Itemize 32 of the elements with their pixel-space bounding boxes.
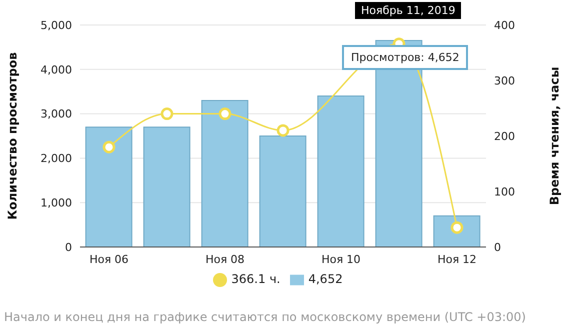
y2-tick-label: 0 <box>494 240 501 254</box>
y2-axis-title: Время чтения, часы <box>547 66 562 206</box>
legend-label: 4,652 <box>308 272 343 286</box>
x-tick-label: Ноя 06 <box>89 252 129 266</box>
y2-tick-label: 200 <box>494 130 515 143</box>
bar <box>143 126 190 247</box>
bar <box>201 100 248 247</box>
y-tick-label: 0 <box>65 240 72 254</box>
point <box>102 140 116 154</box>
y2-tick-label: 400 <box>494 18 515 32</box>
point <box>218 108 232 120</box>
legend-label: 366.1 ч. <box>231 272 280 286</box>
bar <box>317 96 364 247</box>
text: Ноябрь 11, 2019 <box>355 2 462 19</box>
point <box>276 124 290 137</box>
text: Начало и конец дня на графике считаются по московскому времени (UTC +03:00) <box>4 310 526 324</box>
y2-tick-label: 100 <box>494 185 515 198</box>
bar <box>433 215 480 247</box>
y-tick-label: 1,000 <box>40 196 72 210</box>
y-tick-label: 5,000 <box>40 18 72 32</box>
x-tick-label: Ноя 12 <box>437 252 477 266</box>
bar <box>259 136 306 247</box>
y-axis-title: Количество просмотров <box>5 52 20 220</box>
x-tick-label: Ноя 10 <box>321 252 361 266</box>
y-tick-label: 2,000 <box>40 152 72 166</box>
x-tick-label: Ноя 08 <box>205 252 245 266</box>
y2-tick-label: 300 <box>494 74 515 88</box>
y-tick-label: 3,000 <box>40 108 72 121</box>
annotation: Просмотров: 4,652 <box>342 45 468 70</box>
point <box>160 108 174 120</box>
y-tick-label: 4,000 <box>40 63 72 76</box>
bar <box>85 126 132 247</box>
